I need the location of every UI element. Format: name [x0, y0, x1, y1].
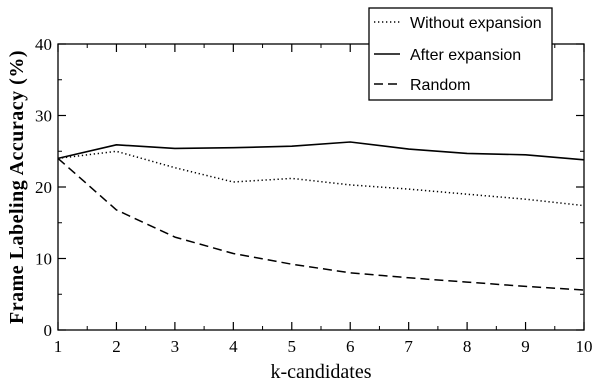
legend: Without expansion After expansion Random — [368, 7, 553, 101]
legend-label: After expansion — [410, 47, 521, 64]
y-tick-label: 0 — [44, 321, 53, 340]
x-tick-label: 7 — [404, 337, 413, 356]
x-tick-label: 3 — [171, 337, 180, 356]
x-tick-label: 1 — [54, 337, 63, 356]
x-tick-label: 10 — [576, 337, 593, 356]
y-tick-label: 40 — [35, 35, 52, 54]
y-axis: 0 10 20 30 40 — [35, 35, 584, 340]
x-tick-label: 2 — [112, 337, 121, 356]
y-tick-label: 10 — [35, 250, 52, 269]
series-layer — [57, 141, 585, 291]
x-axis: 1 2 3 4 5 6 7 8 9 10 — [54, 44, 593, 356]
series-line-without-expansion — [57, 150, 585, 207]
legend-label: Random — [410, 77, 470, 94]
y-tick-label: 20 — [35, 178, 52, 197]
x-tick-label: 4 — [229, 337, 238, 356]
y-axis-title: Frame Labeling Accuracy (%) — [6, 50, 28, 324]
x-tick-label: 9 — [521, 337, 530, 356]
series-line-after-expansion — [57, 141, 585, 161]
series-line-random — [57, 157, 585, 291]
x-axis-title: k-candidates — [270, 361, 371, 382]
legend-label: Without expansion — [410, 15, 542, 32]
x-tick-label: 6 — [346, 337, 355, 356]
y-tick-label: 30 — [35, 107, 52, 126]
x-tick-label: 8 — [463, 337, 472, 356]
x-tick-label: 5 — [288, 337, 297, 356]
